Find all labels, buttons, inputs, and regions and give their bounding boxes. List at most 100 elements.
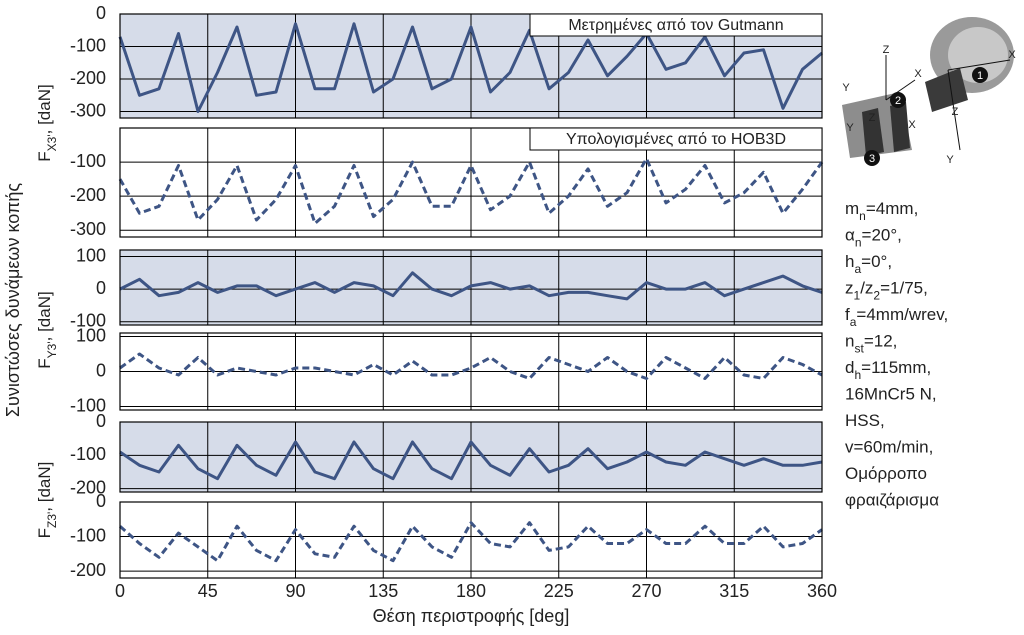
parameter-text: =20°,: [862, 226, 902, 245]
parameter-sub: st: [854, 342, 864, 356]
panel-frame: [119, 332, 823, 411]
annotation: Μετρημένες από τον Gutmann: [568, 17, 783, 34]
x-tick-label: 315: [719, 581, 749, 601]
marker-circle: [890, 92, 906, 108]
marker-circle: [972, 67, 988, 83]
panel-frame: [119, 127, 823, 238]
axis-line: [947, 69, 961, 151]
y-tick-label: -100: [70, 525, 106, 545]
y-tick-label: 0: [96, 278, 106, 298]
parameter-text: f: [845, 305, 850, 324]
parameter-text: 16MnCr5 N,: [845, 385, 937, 404]
x-tick-label: 135: [368, 581, 398, 601]
panel-frame: [119, 421, 823, 493]
parameter-text: =4mm/wrev,: [856, 305, 948, 324]
x-tick-label: 90: [285, 581, 305, 601]
x-tick-label: 0: [115, 581, 125, 601]
panel-frame: [119, 249, 823, 326]
parameter-text: n: [845, 332, 854, 351]
y-tick-label: 0: [96, 360, 106, 380]
parameter: dh=115mm,: [845, 358, 931, 382]
y-tick-label: -300: [70, 219, 106, 239]
marker-label: 2: [895, 95, 901, 107]
y-tick-label: -200: [70, 477, 106, 497]
y-tick-label: 0: [96, 3, 106, 23]
y-axis-label: FY3', [daN]: [35, 291, 59, 368]
parameter-sub: n: [859, 209, 866, 223]
y-label-unit: , [daN]: [35, 84, 54, 134]
parameter: ha=0°,: [845, 252, 892, 276]
x-axis-label: Θέση περιστροφής [deg]: [373, 606, 570, 626]
marker-label: 3: [869, 153, 875, 165]
x-tick-label: 360: [807, 581, 837, 601]
data-line: [119, 440, 823, 481]
illustration: [842, 17, 1014, 158]
parameter-text: Ομόρροπο: [845, 464, 927, 483]
annotation: Υπολογισμένες από το HOB3D: [566, 131, 786, 148]
axis-letter: Y: [842, 82, 850, 94]
panel-frame: [119, 13, 823, 119]
parameter-text: =1/75,: [880, 279, 928, 298]
x-tick-label: 45: [198, 581, 218, 601]
y-tick-label: -300: [70, 100, 106, 120]
y-label-sub: Y3': [45, 341, 59, 358]
y-label-main: F: [35, 528, 54, 538]
marker-circle: [864, 150, 880, 166]
y-tick-label: 0: [96, 411, 106, 431]
axis-letter: Y: [946, 154, 954, 166]
parameter: mn=4mm,: [845, 199, 918, 223]
parameter: nst=12,: [845, 332, 897, 356]
y-label-unit: , [daN]: [35, 462, 54, 512]
y-tick-label: -200: [70, 560, 106, 580]
parameter-text: =0°,: [861, 252, 892, 271]
parameter-text: φραιζάρισμα: [845, 491, 939, 510]
axis-line: [947, 59, 1011, 71]
y-tick-label: -100: [70, 310, 106, 330]
parameter: φραιζάρισμα: [845, 491, 939, 510]
axis-letter: Z: [883, 44, 890, 56]
data-line: [118, 22, 823, 113]
parameter-text: h: [845, 252, 854, 271]
parameter: fa=4mm/wrev,: [845, 305, 948, 329]
y-label-main: F: [35, 358, 54, 368]
parameter-sub: n: [855, 236, 862, 250]
x-tick-label: 270: [631, 581, 661, 601]
axis-letter: Z: [952, 106, 959, 118]
axis-letter: X: [908, 119, 916, 131]
axis-letter: X: [914, 68, 922, 80]
parameter-text: =12,: [864, 332, 898, 351]
parameter-text: /z: [860, 279, 873, 298]
data-line: [119, 271, 823, 301]
data-line: [119, 521, 823, 563]
parameter-text: m: [845, 199, 859, 218]
y-label-main: F: [35, 151, 54, 161]
y-tick-label: 100: [76, 325, 106, 345]
parameter: αn=20°,: [845, 226, 902, 250]
axis-letter: Y: [846, 122, 854, 134]
hob-face: [948, 27, 1008, 83]
hob-tooth: [925, 68, 968, 112]
y-tick-label: -200: [70, 185, 106, 205]
annotation-box: [529, 13, 823, 37]
y-axis-label: FZ3', [daN]: [35, 462, 59, 539]
y-axis-label: FX3', [daN]: [35, 84, 59, 161]
parameter-sub: a: [854, 262, 861, 276]
parameter-sub: 2: [873, 289, 880, 303]
data-line: [118, 157, 824, 225]
data-line: [119, 352, 823, 380]
x-tick-label: 180: [456, 581, 486, 601]
parameter: Ομόρροπο: [845, 464, 927, 483]
axis-letter: Z: [869, 112, 876, 124]
y-tick-label: -200: [70, 68, 106, 88]
annotation-box: [529, 127, 823, 151]
parameter: 16MnCr5 N,: [845, 385, 937, 404]
parameter-sub: 1: [854, 289, 861, 303]
parameter-text: =115mm,: [861, 358, 931, 377]
parameter-text: z: [845, 279, 854, 298]
y-tick-label: -100: [70, 35, 106, 55]
marker-label: 1: [977, 70, 983, 82]
parameter-text: =4mm,: [866, 199, 918, 218]
y-label-sub: Z3': [45, 512, 59, 528]
parameter-sub: a: [850, 315, 857, 329]
